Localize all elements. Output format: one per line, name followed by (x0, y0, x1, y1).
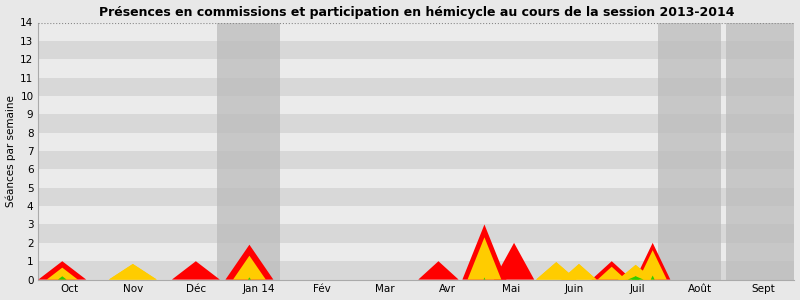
Polygon shape (618, 265, 654, 280)
Polygon shape (38, 261, 86, 280)
Bar (38, 243, 794, 261)
Bar (38, 22, 794, 41)
Bar (38, 114, 794, 133)
Polygon shape (462, 224, 506, 280)
Polygon shape (418, 261, 458, 280)
Bar (217, 22, 280, 280)
Polygon shape (562, 264, 597, 280)
Bar (726, 22, 800, 280)
Polygon shape (226, 245, 274, 280)
Polygon shape (635, 243, 670, 280)
Bar (38, 224, 794, 243)
Polygon shape (172, 261, 220, 280)
Bar (658, 22, 721, 280)
Bar (38, 59, 794, 78)
Polygon shape (618, 265, 654, 280)
Polygon shape (248, 278, 251, 280)
Polygon shape (650, 275, 654, 280)
Polygon shape (109, 264, 157, 280)
Polygon shape (467, 237, 502, 280)
Polygon shape (632, 276, 640, 280)
Bar (38, 4, 794, 22)
Polygon shape (628, 276, 644, 280)
Polygon shape (494, 243, 534, 280)
Bar (38, 78, 794, 96)
Bar (38, 133, 794, 151)
Polygon shape (638, 250, 666, 280)
Polygon shape (46, 268, 78, 280)
Polygon shape (536, 262, 577, 280)
Bar (38, 206, 794, 224)
Polygon shape (233, 256, 266, 280)
Polygon shape (562, 264, 597, 280)
Bar (38, 188, 794, 206)
Polygon shape (109, 264, 157, 280)
Polygon shape (598, 267, 626, 280)
Title: Présences en commissions et participation en hémicycle au cours de la session 20: Présences en commissions et participatio… (98, 6, 734, 19)
Polygon shape (536, 262, 577, 280)
Bar (38, 151, 794, 170)
Bar (38, 96, 794, 114)
Y-axis label: Séances par semaine: Séances par semaine (6, 95, 16, 207)
Polygon shape (58, 276, 66, 280)
Polygon shape (591, 261, 632, 280)
Bar (38, 169, 794, 188)
Polygon shape (483, 278, 486, 280)
Bar (38, 261, 794, 280)
Bar (38, 41, 794, 59)
